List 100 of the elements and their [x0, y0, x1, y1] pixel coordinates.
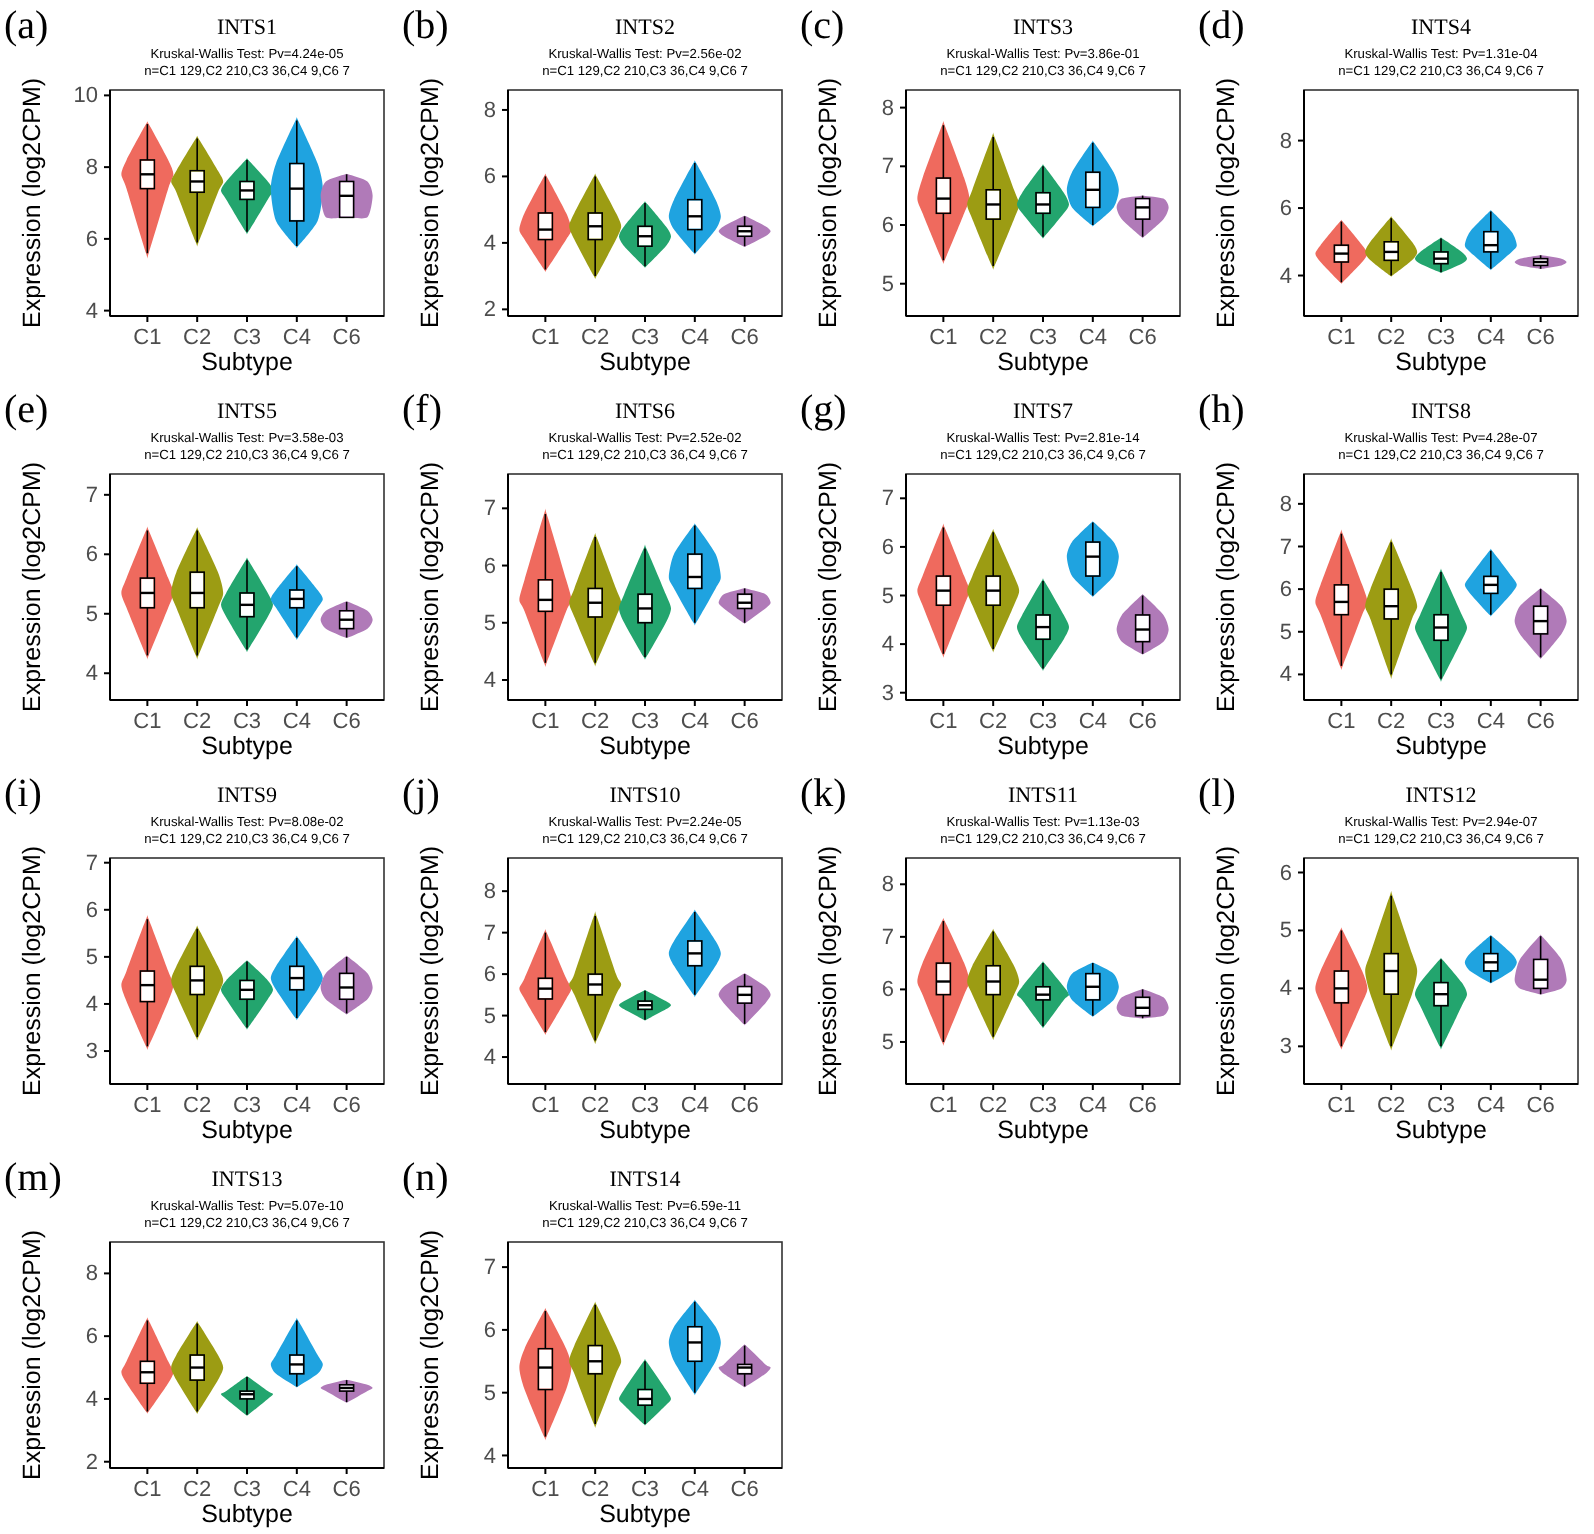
chart-title: INTS12: [1405, 784, 1477, 808]
text: (j): [402, 772, 440, 816]
chart-title: INTS11: [1007, 784, 1079, 808]
y-tick-label: 3: [1279, 1035, 1292, 1060]
x-tick-label: C3: [232, 1477, 262, 1502]
x-tick-label: C6: [332, 709, 361, 734]
y-tick-label: 4: [483, 1444, 496, 1469]
x-tick-label: C6: [1526, 709, 1555, 734]
x-tick-label: C2: [1377, 1093, 1406, 1118]
text: (c): [800, 4, 845, 48]
x-tick-label: C4: [680, 325, 709, 350]
x-axis-title: Subtype: [599, 348, 691, 376]
x-tick-label: C4: [282, 709, 311, 734]
y-tick-label: 6: [483, 165, 496, 190]
y-axis-title: Expression (log2CPM): [814, 77, 842, 329]
y-tick-label: 5: [1279, 620, 1292, 645]
chart-title: INTS4: [1411, 16, 1472, 40]
text: (d): [1198, 4, 1245, 48]
x-tick-label: C1: [531, 1477, 560, 1502]
x-tick-label: C3: [630, 709, 660, 734]
x-tick-label: C3: [630, 1477, 660, 1502]
y-tick-label: 8: [1279, 492, 1292, 517]
x-tick-label: C2: [183, 709, 212, 734]
y-tick-label: 6: [881, 535, 894, 560]
x-tick-label: C1: [531, 709, 560, 734]
x-tick-label: C1: [133, 325, 162, 350]
y-tick-label: 4: [483, 231, 496, 256]
y-axis-title: Expression (log2CPM): [18, 1229, 46, 1481]
y-axis-title: Expression (log2CPM): [18, 845, 46, 1097]
x-axis-title: Subtype: [1395, 1116, 1487, 1144]
y-tick-label: 10: [73, 84, 98, 109]
x-tick-label: C1: [929, 1093, 958, 1118]
x-axis-title: Subtype: [997, 348, 1089, 376]
y-tick-label: 5: [483, 611, 496, 636]
x-axis-title: Subtype: [997, 1116, 1089, 1144]
y-axis-title: Expression (log2CPM): [814, 845, 842, 1097]
chart-title: INTS9: [217, 784, 278, 808]
x-tick-label: C6: [332, 325, 361, 350]
y-tick-label: 3: [881, 681, 894, 706]
x-tick-label: C4: [1078, 709, 1107, 734]
x-tick-label: C6: [332, 1093, 361, 1118]
chart-title: INTS2: [615, 16, 675, 40]
x-tick-label: C6: [730, 1477, 759, 1502]
x-axis-title: Subtype: [1395, 348, 1487, 376]
y-axis-title: Expression (log2CPM): [416, 1229, 444, 1481]
y-tick-label: 6: [85, 543, 98, 568]
y-tick-label: 5: [85, 945, 98, 970]
text: (m): [4, 1156, 62, 1200]
y-tick-label: 6: [85, 227, 98, 252]
y-tick-label: 6: [85, 898, 98, 923]
x-tick-label: C1: [1327, 325, 1356, 350]
y-tick-label: 6: [881, 214, 894, 239]
x-tick-label: C4: [680, 1093, 709, 1118]
y-tick-label: 6: [881, 978, 894, 1003]
y-tick-label: 7: [1279, 535, 1292, 560]
x-tick-label: C4: [1476, 709, 1505, 734]
x-tick-label: C2: [1377, 709, 1406, 734]
text: (f): [402, 388, 442, 432]
y-tick-label: 4: [1279, 977, 1292, 1002]
chart-title: INTS3: [1013, 16, 1074, 40]
text: (e): [4, 388, 49, 432]
x-tick-label: C4: [680, 1477, 709, 1502]
x-tick-label: C1: [133, 709, 162, 734]
x-tick-label: C3: [1426, 709, 1456, 734]
y-axis-title: Expression (log2CPM): [416, 845, 444, 1097]
chart-title: INTS13: [211, 1168, 284, 1192]
x-tick-label: C6: [730, 709, 759, 734]
x-tick-label: C3: [1028, 325, 1058, 350]
x-tick-label: C6: [730, 325, 759, 350]
y-tick-label: 5: [881, 584, 894, 609]
x-tick-label: C1: [133, 1477, 162, 1502]
y-tick-label: 8: [1279, 129, 1292, 154]
x-tick-label: C2: [581, 325, 610, 350]
x-axis-title: Subtype: [201, 348, 293, 376]
x-axis-title: Subtype: [201, 1500, 293, 1528]
x-tick-label: C1: [1327, 1093, 1356, 1118]
y-tick-label: 7: [881, 925, 894, 950]
y-tick-label: 6: [483, 1318, 496, 1343]
x-tick-label: C4: [282, 325, 311, 350]
text: (k): [800, 772, 847, 816]
x-axis-title: Subtype: [201, 1116, 293, 1144]
x-tick-label: C3: [630, 1093, 660, 1118]
y-axis-title: Expression (log2CPM): [18, 461, 46, 713]
y-axis-title: Expression (log2CPM): [814, 461, 842, 713]
y-tick-label: 7: [483, 921, 496, 946]
y-tick-label: 5: [1279, 919, 1292, 944]
x-tick-label: C3: [1028, 1093, 1058, 1118]
y-axis-title: Expression (log2CPM): [18, 77, 46, 329]
y-tick-label: 7: [483, 497, 496, 522]
y-tick-label: 7: [85, 851, 98, 876]
x-tick-label: C2: [183, 1477, 212, 1502]
x-tick-label: C2: [979, 709, 1008, 734]
y-tick-label: 6: [1279, 578, 1292, 603]
y-tick-label: 3: [85, 1040, 98, 1065]
x-tick-label: C4: [1476, 1093, 1505, 1118]
x-tick-label: C3: [232, 709, 262, 734]
x-tick-label: C3: [1028, 709, 1058, 734]
text: (h): [1198, 388, 1245, 432]
chart-title: INTS14: [609, 1168, 682, 1192]
y-tick-label: 7: [881, 487, 894, 512]
